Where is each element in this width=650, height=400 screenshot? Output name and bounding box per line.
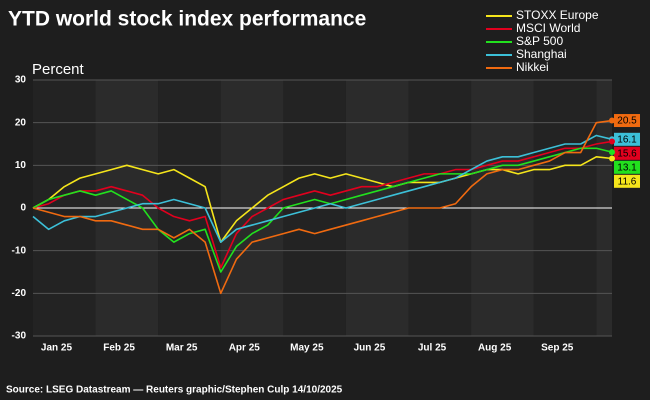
x-tick-label: Jun 25 <box>354 343 386 354</box>
x-tick-label: Apr 25 <box>229 343 261 354</box>
value-label: 20.5 <box>617 116 637 127</box>
series-line <box>32 140 613 269</box>
legend-label: MSCI World <box>516 21 580 35</box>
legend-label: Nikkei <box>516 60 549 74</box>
x-tick-label: Sep 25 <box>541 343 574 354</box>
legend-label: STOXX Europe <box>516 8 599 22</box>
x-tick-label: Aug 25 <box>478 343 512 354</box>
end-dot <box>609 149 615 156</box>
series-line <box>32 147 613 273</box>
y-tick-label: -30 <box>12 331 27 342</box>
y-tick-label: -10 <box>12 245 27 256</box>
end-dot <box>609 155 615 162</box>
x-tick-label: May 25 <box>290 343 324 354</box>
value-label: 15.6 <box>617 148 637 159</box>
legend-label: S&P 500 <box>516 34 563 48</box>
source: Source: LSEG Datastream — Reuters graphi… <box>6 385 343 396</box>
value-label-box <box>614 160 640 174</box>
value-label: 16.1 <box>617 134 637 145</box>
x-tick-label: Feb 25 <box>103 343 135 354</box>
value-label: 11.6 <box>618 176 637 187</box>
x-tick-label: Jan 25 <box>41 343 73 354</box>
end-dot <box>609 117 615 124</box>
y-tick-label: 20 <box>15 117 27 128</box>
y-tick-label: 30 <box>15 75 27 86</box>
value-label-box <box>614 132 640 146</box>
series-line <box>32 119 613 295</box>
legend-label: Shanghai <box>516 47 567 61</box>
value-label-box <box>614 146 640 160</box>
series-line <box>32 156 613 243</box>
value-label-box <box>614 174 640 188</box>
y-tick-label: 10 <box>15 160 27 171</box>
y-axis-label: Percent <box>32 61 85 78</box>
series-line <box>32 134 613 243</box>
x-tick-label: Mar 25 <box>166 343 198 354</box>
value-label: 13.1 <box>617 162 637 173</box>
x-tick-label: Jul 25 <box>418 343 447 354</box>
chart-title: YTD world stock index performance <box>8 8 366 31</box>
end-dot <box>609 138 615 145</box>
y-tick-label: -20 <box>12 288 27 299</box>
y-tick-label: 0 <box>20 203 26 214</box>
value-label-box <box>614 114 640 128</box>
